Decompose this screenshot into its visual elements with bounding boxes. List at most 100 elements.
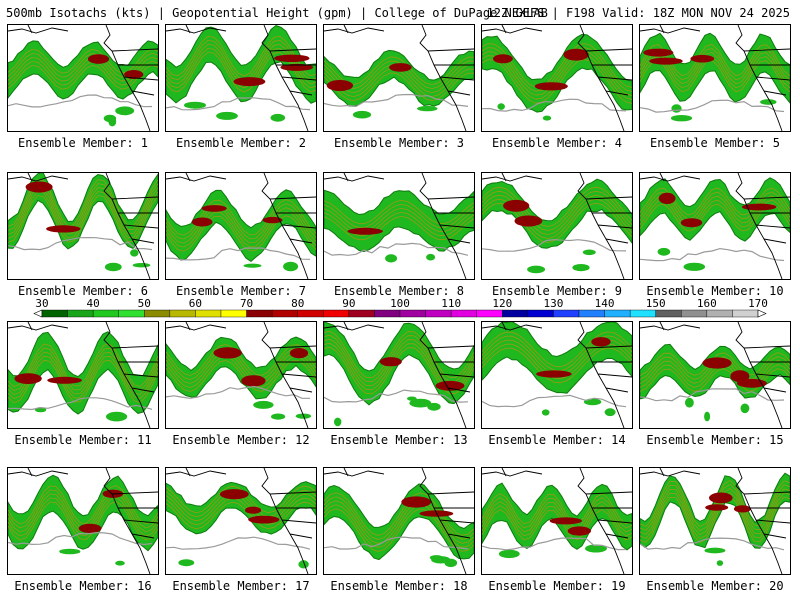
- height-streamline: [166, 348, 316, 380]
- jet-max: [658, 192, 676, 204]
- coastline-borders: [261, 322, 316, 428]
- isotach-patch: [271, 413, 286, 420]
- ensemble-map-panel-5: [639, 24, 791, 132]
- jet-max: [25, 181, 53, 193]
- ensemble-map-panel-14: [481, 321, 633, 429]
- isotach-patch: [583, 398, 602, 406]
- colorbar-segment: [399, 309, 426, 318]
- colorbar-tick-label: 120: [492, 297, 513, 310]
- ensemble-member-label: Ensemble Member: 4: [491, 136, 623, 150]
- isotach-map: [640, 468, 790, 574]
- jet-max: [403, 499, 426, 507]
- height-contour: [640, 99, 785, 113]
- height-contour: [640, 388, 785, 402]
- jet-max: [549, 517, 582, 525]
- ensemble-member-label: Ensemble Member: 11: [14, 433, 152, 447]
- colorbar-segment: [297, 309, 324, 318]
- coastline-borders: [735, 173, 790, 279]
- coastline-borders: [103, 468, 158, 574]
- product-title: 500mb Isotachs (kts) | Geopotential Heig…: [6, 6, 548, 20]
- height-contour: [8, 94, 153, 108]
- jet-max: [741, 203, 777, 211]
- coastline-borders: [577, 322, 632, 428]
- colorbar-tick-label: 70: [239, 297, 254, 310]
- height-streamline: [8, 500, 158, 541]
- height-streamline: [640, 487, 790, 536]
- ensemble-map-panel-3: [323, 24, 475, 132]
- coastline-asia: [166, 173, 227, 182]
- ensemble-map-panel-19: [481, 467, 633, 575]
- isotach-colorbar: [33, 309, 767, 318]
- height-streamline: [8, 347, 158, 392]
- colorbar-segment: [374, 309, 401, 318]
- coastline-asia: [482, 25, 543, 34]
- coastline-asia: [640, 468, 701, 477]
- height-contour: [166, 536, 311, 550]
- coastline-borders: [261, 468, 316, 574]
- colorbar-segment: [246, 309, 273, 318]
- jet-max: [124, 70, 144, 79]
- height-streamline: [324, 330, 474, 379]
- jet-max: [591, 337, 611, 347]
- jet-max: [733, 505, 751, 513]
- height-streamline: [324, 72, 474, 102]
- ensemble-map-panel-6: [7, 172, 159, 280]
- coastline-asia: [640, 173, 701, 182]
- coastline-asia: [166, 25, 227, 34]
- colorbar-tick-label: 170: [748, 297, 768, 310]
- ensemble-member-label: Ensemble Member: 13: [330, 433, 468, 447]
- isotach-jet-band: [482, 178, 632, 249]
- isotach-patch: [115, 106, 135, 116]
- height-streamline: [324, 207, 474, 233]
- height-contour: [166, 385, 310, 399]
- ensemble-map-panel-13: [323, 321, 475, 429]
- coastline-borders: [577, 468, 632, 574]
- isotach-patch: [582, 249, 596, 256]
- coastline-asia: [8, 173, 69, 182]
- jet-max: [643, 48, 674, 57]
- height-streamline: [482, 493, 632, 525]
- ensemble-member-label: Ensemble Member: 8: [333, 284, 465, 298]
- jet-max: [534, 82, 568, 91]
- coastline-asia: [640, 322, 701, 331]
- height-contour: [482, 98, 627, 112]
- isotach-map: [482, 468, 632, 574]
- isotach-patch: [497, 103, 505, 110]
- height-contour: [324, 93, 469, 108]
- isotach-map: [640, 25, 790, 131]
- isotach-jet-band: [640, 177, 790, 242]
- height-streamline: [8, 190, 158, 239]
- jet-max: [567, 526, 591, 536]
- ensemble-member-label: Ensemble Member: 1: [17, 136, 149, 150]
- colorbar-tick-label: 40: [86, 297, 100, 310]
- colorbar-segment: [425, 309, 452, 318]
- colorbar-tick-label: 140: [594, 297, 615, 310]
- jet-max: [280, 63, 314, 71]
- height-streamline: [482, 190, 632, 231]
- isotach-patch: [184, 101, 206, 109]
- isotach-patch: [283, 261, 299, 272]
- height-streamline: [640, 491, 790, 540]
- colorbar-segment: [629, 309, 656, 318]
- coastline-asia: [482, 468, 543, 477]
- jet-max: [702, 357, 732, 369]
- coastline-asia: [8, 322, 69, 331]
- colorbar-segment: [732, 309, 759, 318]
- isotach-patch: [103, 114, 117, 123]
- isotach-map: [166, 322, 316, 428]
- jet-max: [503, 199, 530, 212]
- height-streamline: [166, 356, 316, 388]
- isotach-patch: [740, 403, 750, 414]
- jet-max: [219, 489, 249, 500]
- jet-max: [14, 373, 42, 384]
- height-streamline: [8, 48, 158, 74]
- ensemble-member-label: Ensemble Member: 20: [646, 579, 784, 593]
- ensemble-member-label: Ensemble Member: 7: [175, 284, 307, 298]
- jet-max: [245, 506, 262, 514]
- jet-max: [213, 347, 242, 359]
- isotach-jet-band: [482, 33, 632, 113]
- ensemble-member-label: Ensemble Member: 15: [646, 433, 784, 447]
- height-streamline: [324, 496, 474, 540]
- height-streamline: [482, 501, 632, 533]
- height-streamline: [482, 347, 632, 384]
